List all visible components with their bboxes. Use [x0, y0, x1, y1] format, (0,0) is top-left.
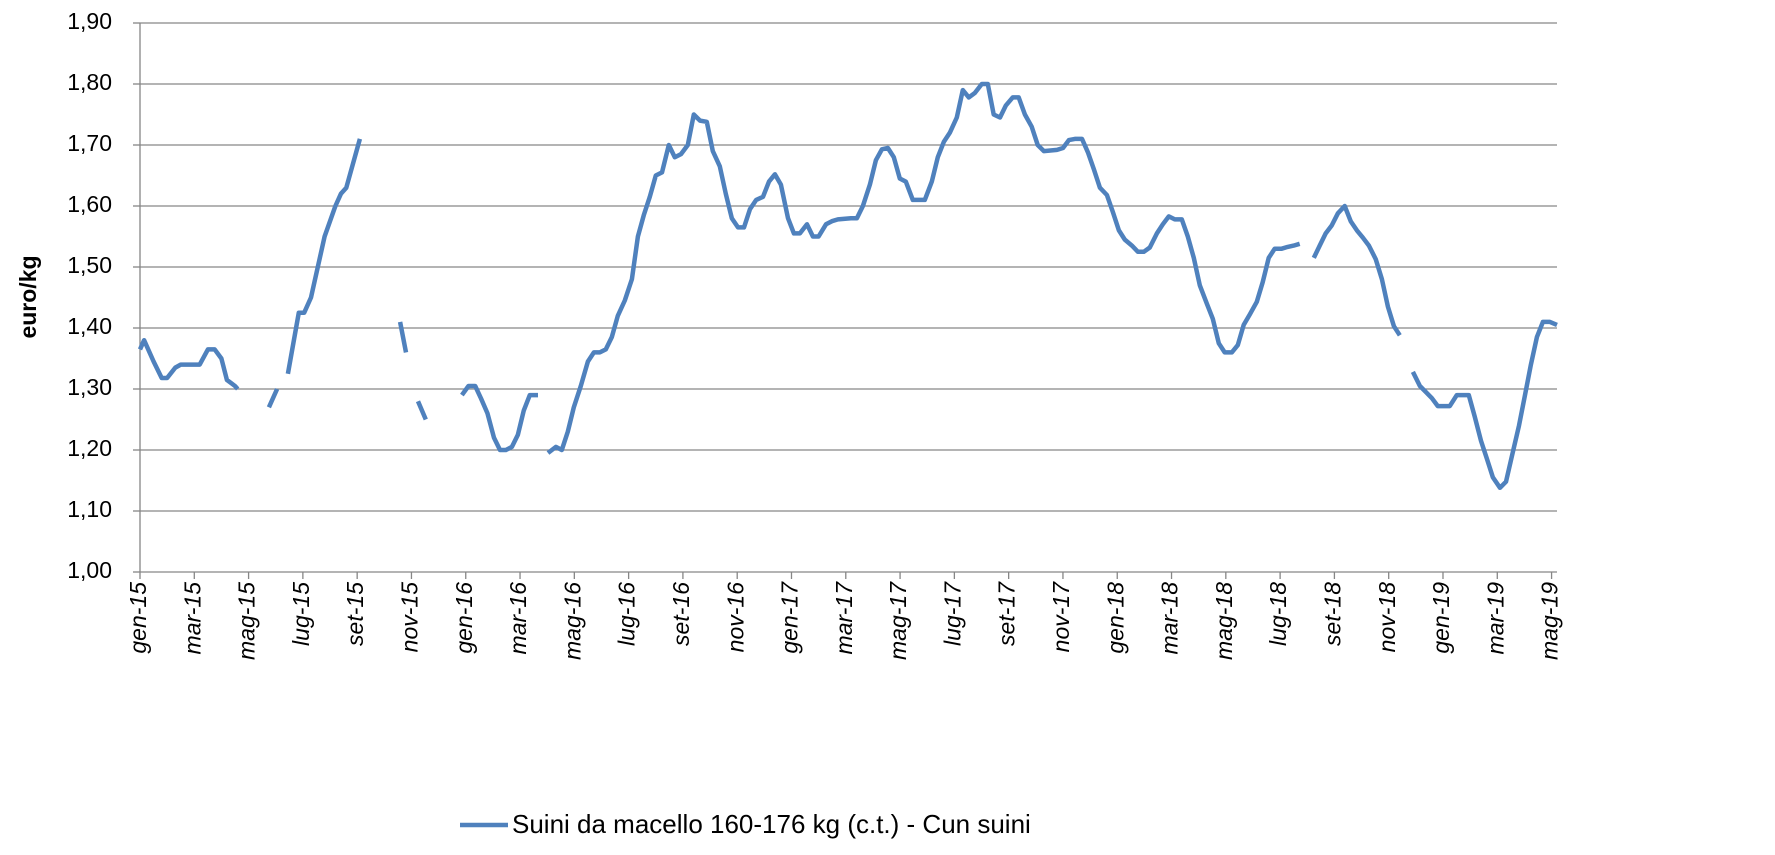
y-tick-label: 1,10 — [67, 496, 112, 522]
x-tick-label: mar-17 — [831, 581, 857, 655]
x-tick-label: gen-17 — [777, 581, 803, 654]
x-tick-label: lug-18 — [1265, 582, 1291, 646]
y-tick-label: 1,90 — [67, 8, 112, 34]
x-tick-label: nov-15 — [397, 582, 423, 653]
x-tick-label: mag-15 — [234, 582, 260, 660]
y-tick-label: 1,30 — [67, 374, 112, 400]
x-tick-label: lug-17 — [939, 581, 965, 646]
y-tick-label: 1,70 — [67, 130, 112, 156]
x-tick-label: gen-16 — [451, 582, 477, 654]
x-tick-label: set-15 — [342, 582, 368, 646]
x-tick-label: mag-17 — [885, 581, 911, 660]
x-tick-label: mag-19 — [1537, 582, 1563, 660]
x-tick-label: set-18 — [1319, 582, 1345, 646]
x-tick-label: gen-19 — [1428, 582, 1454, 654]
x-tick-label: mar-16 — [505, 582, 531, 655]
x-tick-label: lug-16 — [614, 582, 640, 646]
x-tick-label: mar-15 — [179, 582, 205, 655]
y-tick-label: 1,40 — [67, 313, 112, 339]
y-axis-label: euro/kg — [15, 255, 41, 338]
y-tick-label: 1,20 — [67, 435, 112, 461]
x-tick-label: mar-18 — [1157, 582, 1183, 655]
legend-label: Suini da macello 160-176 kg (c.t.) - Cun… — [512, 809, 1031, 839]
x-tick-label: mag-18 — [1211, 582, 1237, 660]
y-tick-label: 1,00 — [67, 557, 112, 583]
y-tick-label: 1,60 — [67, 191, 112, 217]
x-tick-label: nov-17 — [1048, 581, 1074, 653]
y-tick-label: 1,50 — [67, 252, 112, 278]
x-tick-label: nov-16 — [722, 582, 748, 653]
y-tick-label: 1,80 — [67, 69, 112, 95]
x-tick-label: lug-15 — [288, 582, 314, 646]
series-line — [137, 81, 1558, 491]
x-tick-label: gen-15 — [125, 582, 151, 654]
x-tick-label: mag-16 — [559, 582, 585, 660]
x-tick-label: mar-19 — [1482, 582, 1508, 655]
x-tick-label: set-16 — [668, 582, 694, 646]
x-tick-label: gen-18 — [1102, 582, 1128, 654]
x-tick-label: set-17 — [994, 581, 1020, 646]
x-tick-label: nov-18 — [1374, 582, 1400, 653]
